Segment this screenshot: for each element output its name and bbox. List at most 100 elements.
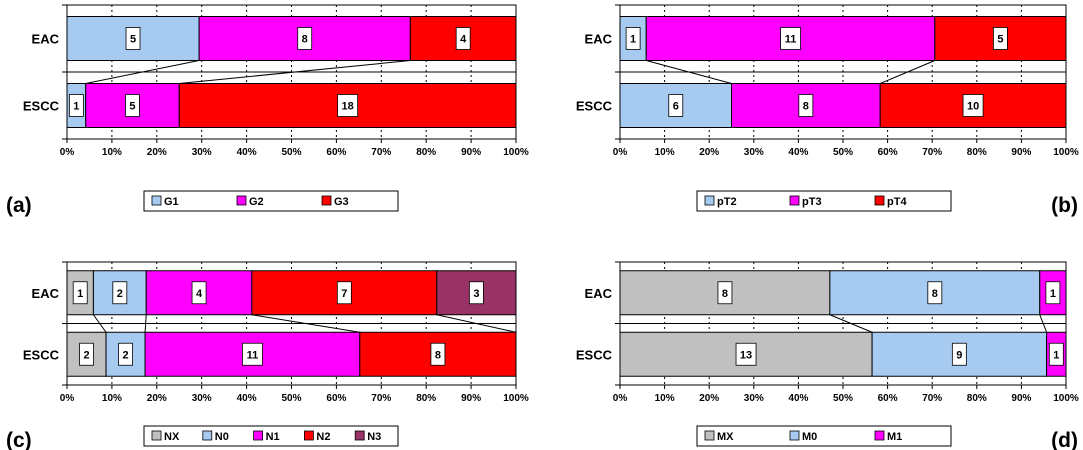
data-label: 13 bbox=[740, 349, 752, 361]
legend-swatch bbox=[151, 195, 162, 206]
legend-box bbox=[696, 425, 952, 447]
x-tick-label: 40% bbox=[237, 393, 257, 404]
data-label-box bbox=[430, 342, 446, 366]
data-label-box bbox=[125, 94, 140, 117]
category-label: ESCC bbox=[576, 347, 613, 362]
legend-label: pT4 bbox=[887, 196, 907, 208]
x-tick-label: 10% bbox=[655, 393, 675, 404]
x-tick-label: 10% bbox=[102, 393, 122, 404]
x-tick-label: 20% bbox=[147, 147, 167, 158]
data-label-box bbox=[337, 94, 359, 117]
x-tick-label: 10% bbox=[102, 147, 122, 158]
legend-swatch bbox=[874, 430, 885, 441]
data-label: 1 bbox=[630, 34, 636, 46]
x-tick-label: 30% bbox=[744, 147, 764, 158]
legend-label: M1 bbox=[887, 431, 902, 443]
data-label: 11 bbox=[785, 34, 797, 46]
category-label: EAC bbox=[32, 32, 60, 47]
category-label: ESCC bbox=[23, 99, 60, 114]
category-label: ESCC bbox=[576, 99, 613, 114]
legend-swatch bbox=[704, 195, 715, 206]
data-label: 4 bbox=[460, 34, 467, 46]
data-label: 7 bbox=[341, 288, 347, 300]
legend-label: pT3 bbox=[802, 196, 822, 208]
legend-swatch bbox=[202, 430, 213, 441]
legend-swatch bbox=[789, 195, 800, 206]
x-tick-label: 100% bbox=[1053, 147, 1079, 158]
x-tick-label: 40% bbox=[788, 393, 808, 404]
data-label: 18 bbox=[342, 101, 354, 113]
legend-label: N1 bbox=[266, 431, 280, 443]
legend-swatch bbox=[321, 195, 332, 206]
legend-swatch bbox=[354, 430, 365, 441]
x-tick-label: 90% bbox=[1011, 147, 1031, 158]
data-label-box bbox=[79, 342, 94, 366]
category-label: EAC bbox=[32, 286, 60, 301]
category-label: ESCC bbox=[23, 347, 60, 362]
data-label-box bbox=[455, 27, 471, 50]
data-label: 10 bbox=[967, 101, 979, 113]
data-label: 2 bbox=[123, 349, 129, 361]
data-label-box bbox=[68, 94, 84, 117]
data-label-box bbox=[962, 94, 984, 117]
legend-label: G1 bbox=[164, 196, 179, 208]
legend-label: pT2 bbox=[717, 196, 737, 208]
series-connector bbox=[436, 314, 517, 333]
data-label: 8 bbox=[722, 288, 728, 300]
bar-segment bbox=[879, 83, 1067, 128]
legend-swatch bbox=[704, 430, 715, 441]
data-label: 8 bbox=[932, 288, 938, 300]
legend-label: N3 bbox=[367, 431, 381, 443]
x-tick-label: 40% bbox=[237, 147, 257, 158]
legend-label: N0 bbox=[215, 431, 229, 443]
data-label: 8 bbox=[435, 349, 441, 361]
x-tick-label: 60% bbox=[878, 393, 898, 404]
series-connector bbox=[85, 60, 200, 84]
legend-label: G3 bbox=[334, 196, 349, 208]
x-tick-label: 20% bbox=[699, 147, 719, 158]
x-tick-label: 70% bbox=[371, 393, 391, 404]
x-tick-label: 100% bbox=[503, 393, 529, 404]
x-tick-label: 80% bbox=[967, 393, 987, 404]
data-label: 8 bbox=[302, 34, 308, 46]
x-tick-label: 30% bbox=[192, 393, 212, 404]
data-label: 1 bbox=[1053, 349, 1059, 361]
legend-label: MX bbox=[717, 431, 734, 443]
panel-label: (c) bbox=[6, 429, 32, 450]
x-tick-label: 90% bbox=[1011, 393, 1031, 404]
series-connector bbox=[179, 60, 411, 84]
data-label-box bbox=[468, 281, 484, 305]
bar-segment bbox=[619, 270, 831, 316]
x-tick-label: 30% bbox=[192, 147, 212, 158]
x-tick-label: 50% bbox=[281, 147, 301, 158]
x-tick-label: 0% bbox=[613, 147, 628, 158]
panel-label: (b) bbox=[1051, 194, 1078, 217]
series-connector bbox=[1039, 314, 1048, 333]
legend-label: NX bbox=[164, 431, 180, 443]
panel-label: (a) bbox=[6, 194, 32, 217]
x-tick-label: 60% bbox=[878, 147, 898, 158]
x-tick-label: 60% bbox=[326, 147, 346, 158]
data-label: 5 bbox=[129, 101, 135, 113]
legend-box bbox=[143, 190, 399, 212]
x-tick-label: 100% bbox=[503, 147, 529, 158]
x-tick-label: 50% bbox=[833, 147, 853, 158]
x-tick-label: 60% bbox=[326, 393, 346, 404]
data-label-box bbox=[1045, 281, 1061, 305]
series-connector bbox=[144, 314, 147, 333]
data-label: 8 bbox=[803, 101, 809, 113]
x-tick-label: 10% bbox=[655, 147, 675, 158]
data-label: 5 bbox=[130, 34, 136, 46]
legend-box bbox=[696, 190, 952, 212]
series-connector bbox=[251, 314, 360, 333]
series-connector bbox=[879, 60, 936, 84]
chart-panel-c: 1 2 4 7 3 EAC 2 2 11 8 ESCC 0% 10% 20% 30% 40% 50% 60% 70%… bbox=[6, 261, 529, 450]
x-tick-label: 80% bbox=[416, 393, 436, 404]
data-label-box bbox=[668, 94, 684, 117]
x-tick-label: 100% bbox=[1053, 393, 1079, 404]
data-label-box bbox=[191, 281, 207, 305]
legend-label: G2 bbox=[249, 196, 264, 208]
data-label-box bbox=[125, 27, 141, 50]
x-tick-label: 90% bbox=[461, 393, 481, 404]
